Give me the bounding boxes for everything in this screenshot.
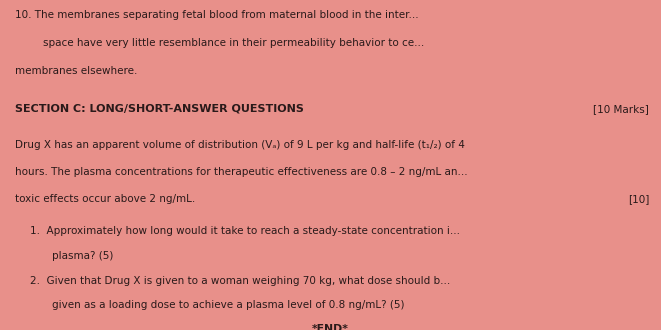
Text: [10]: [10]	[628, 194, 649, 204]
Text: membranes elsewhere.: membranes elsewhere.	[15, 66, 137, 76]
Text: 1.  Approximately how long would it take to reach a steady-state concentration i: 1. Approximately how long would it take …	[30, 226, 460, 236]
Text: [10 Marks]: [10 Marks]	[593, 104, 649, 114]
Text: SECTION C: LONG/SHORT-ANSWER QUESTIONS: SECTION C: LONG/SHORT-ANSWER QUESTIONS	[15, 104, 303, 114]
Text: 10. The membranes separating fetal blood from maternal blood in the inter...: 10. The membranes separating fetal blood…	[15, 10, 418, 20]
Text: given as a loading dose to achieve a plasma level of 0.8 ng/mL? (5): given as a loading dose to achieve a pla…	[52, 300, 404, 310]
Text: *END*: *END*	[312, 324, 349, 330]
Text: space have very little resemblance in their permeability behavior to ce...: space have very little resemblance in th…	[43, 38, 424, 48]
Text: hours. The plasma concentrations for therapeutic effectiveness are 0.8 – 2 ng/mL: hours. The plasma concentrations for the…	[15, 167, 467, 177]
Text: plasma? (5): plasma? (5)	[52, 251, 113, 261]
Text: toxic effects occur above 2 ng/mL.: toxic effects occur above 2 ng/mL.	[15, 194, 195, 204]
Text: Drug X has an apparent volume of distribution (Vₐ) of 9 L per kg and half-life (: Drug X has an apparent volume of distrib…	[15, 140, 465, 150]
Text: 2.  Given that Drug X is given to a woman weighing 70 kg, what dose should b...: 2. Given that Drug X is given to a woman…	[30, 276, 450, 285]
